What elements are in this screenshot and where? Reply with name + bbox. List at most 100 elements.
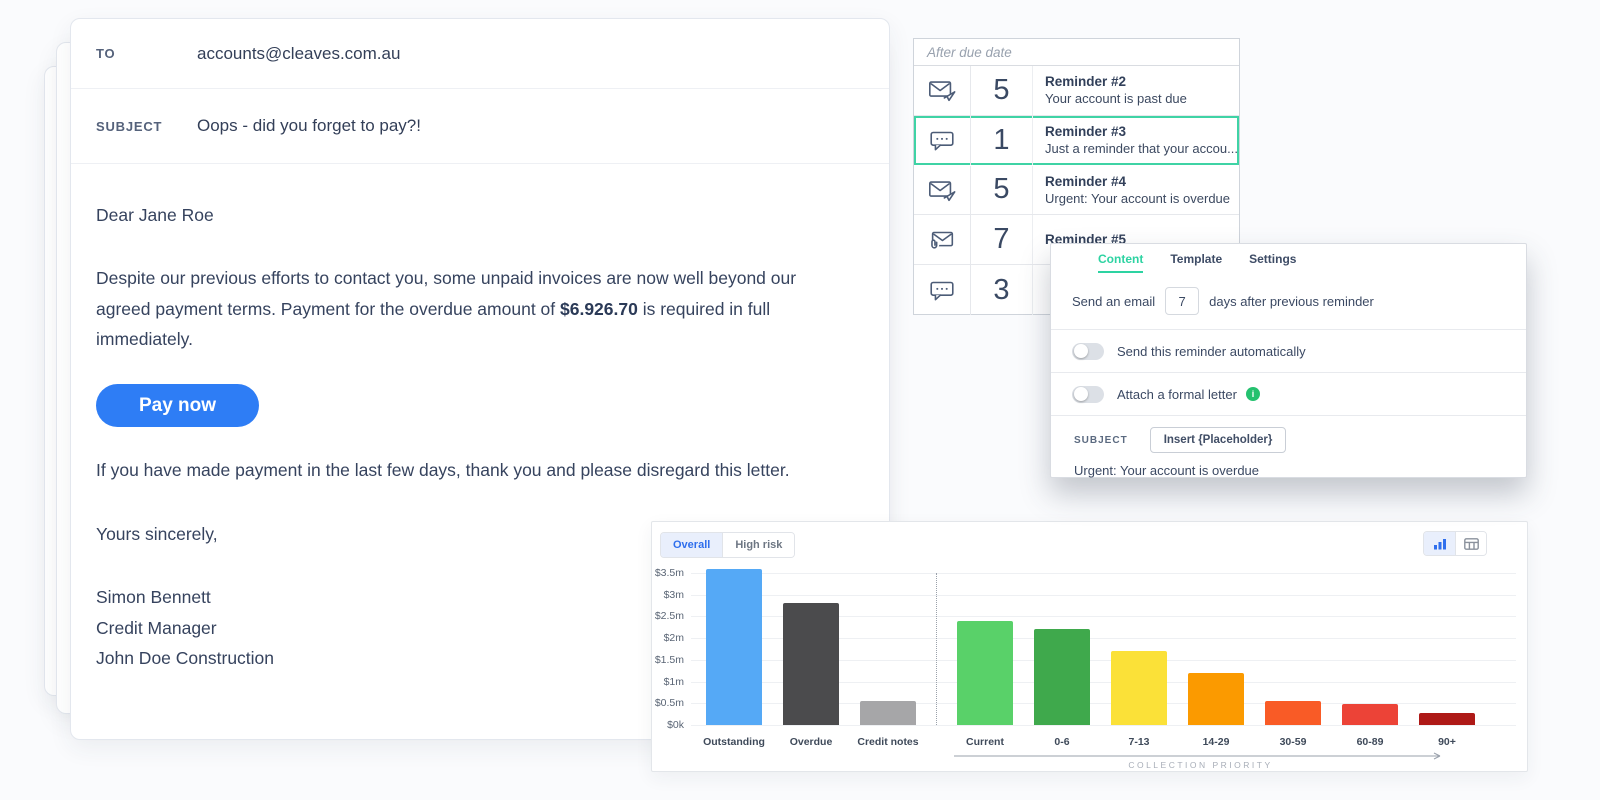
table-icon — [1463, 537, 1479, 550]
reminder-text: Reminder #2 Your account is past due — [1033, 66, 1239, 115]
collection-priority-label: COLLECTION PRIORITY — [1128, 760, 1273, 770]
bar-14-29[interactable] — [1188, 672, 1244, 725]
auto-send-toggle[interactable] — [1072, 342, 1104, 360]
bar-current[interactable] — [957, 620, 1013, 725]
email-attach-icon — [914, 215, 971, 265]
y-axis-tick: $3.5m — [654, 567, 684, 579]
reminder-row[interactable]: 5 Reminder #2 Your account is past due — [914, 66, 1239, 116]
tab-template[interactable]: Template — [1170, 252, 1223, 266]
to-label: TO — [96, 46, 116, 61]
email-greeting: Dear Jane Roe — [96, 205, 214, 225]
y-axis-tick: $3m — [663, 588, 684, 601]
x-axis-label: 14-29 — [1202, 736, 1230, 748]
divider — [1051, 329, 1526, 330]
reminder-count: 1 — [971, 115, 1033, 165]
signature-company: John Doe Construction — [96, 648, 275, 669]
reminder-subtitle: Urgent: Your account is overdue — [1045, 190, 1231, 206]
divider — [1051, 415, 1526, 416]
x-axis-label: Overdue — [789, 736, 833, 748]
reminder-title: Reminder #2 — [1045, 74, 1127, 90]
tab-high-risk[interactable]: High risk — [722, 533, 795, 557]
bar-7-13[interactable] — [1111, 651, 1167, 725]
x-axis-label: 90+ — [1438, 736, 1456, 748]
y-axis-tick: $1.5m — [654, 653, 684, 666]
info-icon[interactable]: i — [1245, 387, 1260, 401]
auto-send-row: Send this reminder automatically — [1051, 330, 1526, 372]
bar-0-6[interactable] — [1034, 629, 1090, 725]
gridline — [691, 638, 1516, 640]
email-paragraph-2: If you have made payment in the last few… — [96, 460, 790, 481]
email-send-icon — [914, 165, 971, 215]
pay-now-button[interactable]: Pay now — [96, 384, 259, 428]
reminder-list-header: After due date — [914, 39, 1239, 66]
x-axis-label: 60-89 — [1356, 736, 1384, 748]
aging-chart-panel: $3.5m $3m $2.5m $2m $1.5m $1m $0.5m $0k Outstand… — [651, 521, 1528, 772]
email-subject-row: SUBJECT Oops - did you forget to pay?! — [71, 89, 889, 164]
bar-chart-icon — [1433, 538, 1446, 549]
gridline — [691, 725, 1516, 726]
email-body: Dear Jane Roe Despite our previous effor… — [71, 164, 889, 674]
email-paragraph-1: Despite our previous efforts to contact … — [96, 263, 829, 355]
y-axis-tick: $0k — [667, 719, 684, 731]
email-send-icon — [914, 66, 971, 115]
gridline — [691, 594, 1516, 596]
table-view-button[interactable] — [1455, 532, 1486, 555]
days-input[interactable] — [1165, 287, 1200, 315]
attach-letter-toggle[interactable] — [1072, 385, 1104, 403]
x-axis-label: 0-6 — [1054, 736, 1070, 748]
paragraph-text: is required in full immediately. — [96, 298, 771, 350]
reminder-title: Reminder #4 — [1045, 173, 1127, 189]
popover-subject-row: SUBJECT Insert {Placeholder} — [1051, 416, 1526, 453]
gridline — [691, 703, 1516, 705]
collection-priority-arrow — [954, 752, 1441, 760]
send-email-schedule-row: Send an email days after previous remind… — [1051, 273, 1526, 315]
gridline — [691, 573, 1516, 574]
attach-letter-row: Attach a formal letter i — [1051, 373, 1526, 415]
popover-subject-label: SUBJECT — [1074, 434, 1128, 446]
tab-settings[interactable]: Settings — [1249, 252, 1297, 266]
attach-letter-label: Attach a formal letter — [1117, 386, 1237, 402]
email-to-row: TO accounts@cleaves.com.au — [71, 19, 889, 89]
insert-placeholder-button[interactable]: Insert {Placeholder} — [1149, 427, 1287, 453]
x-axis-label: 7-13 — [1128, 736, 1150, 748]
gridline — [691, 659, 1516, 661]
y-axis-tick: $0.5m — [654, 697, 684, 710]
reminder-count: 5 — [971, 165, 1033, 215]
sms-icon — [914, 115, 971, 165]
reminder-count: 5 — [971, 66, 1033, 115]
reminder-settings-popover: Content Template Settings Send an email … — [1050, 243, 1527, 478]
reminder-subtitle: Your account is past due — [1045, 91, 1187, 107]
reminder-count: 7 — [971, 215, 1033, 265]
paragraph-text: Despite our previous efforts to contact … — [96, 267, 797, 319]
reminder-row[interactable]: 1 Reminder #3 Just a reminder that your ac… — [914, 115, 1239, 166]
to-value: accounts@cleaves.com.au — [197, 43, 401, 63]
y-axis-tick: $1m — [663, 675, 684, 688]
bar-chart-view-button[interactable] — [1424, 532, 1455, 555]
signature-name: Simon Bennett — [96, 586, 211, 607]
bar-90-[interactable] — [1419, 712, 1475, 725]
bar-30-59[interactable] — [1265, 701, 1321, 725]
subject-label: SUBJECT — [96, 118, 163, 134]
reminder-row[interactable]: 3 — [914, 265, 1239, 315]
bar-chart-plot: $3.5m $3m $2.5m $2m $1.5m $1m $0.5m $0k Outstand… — [652, 522, 1529, 773]
days-after-label: days after previous reminder — [1209, 293, 1374, 309]
bar-overdue[interactable] — [783, 603, 839, 725]
reminder-subtitle: Just a reminder that your accou... — [1045, 141, 1238, 157]
bar-credit-notes[interactable] — [860, 701, 916, 725]
gridline — [691, 681, 1516, 683]
x-axis-label: Outstanding — [703, 736, 765, 748]
tab-overall[interactable]: Overall — [661, 533, 723, 557]
reminder-row[interactable]: 5 Reminder #4 Urgent: Your account is over… — [914, 165, 1239, 216]
overdue-amount: $6.926.70 — [560, 298, 638, 319]
send-email-label: Send an email — [1072, 293, 1156, 309]
auto-send-label: Send this reminder automatically — [1117, 343, 1306, 359]
gridline — [691, 616, 1516, 618]
email-closing: Yours sincerely, — [96, 523, 218, 544]
sms-icon — [914, 265, 971, 315]
bar-60-89[interactable] — [1342, 704, 1398, 725]
x-axis-label: Credit notes — [857, 736, 919, 748]
bar-outstanding[interactable] — [706, 568, 762, 725]
y-axis-tick: $2.5m — [654, 610, 684, 623]
tab-content[interactable]: Content — [1098, 252, 1144, 273]
